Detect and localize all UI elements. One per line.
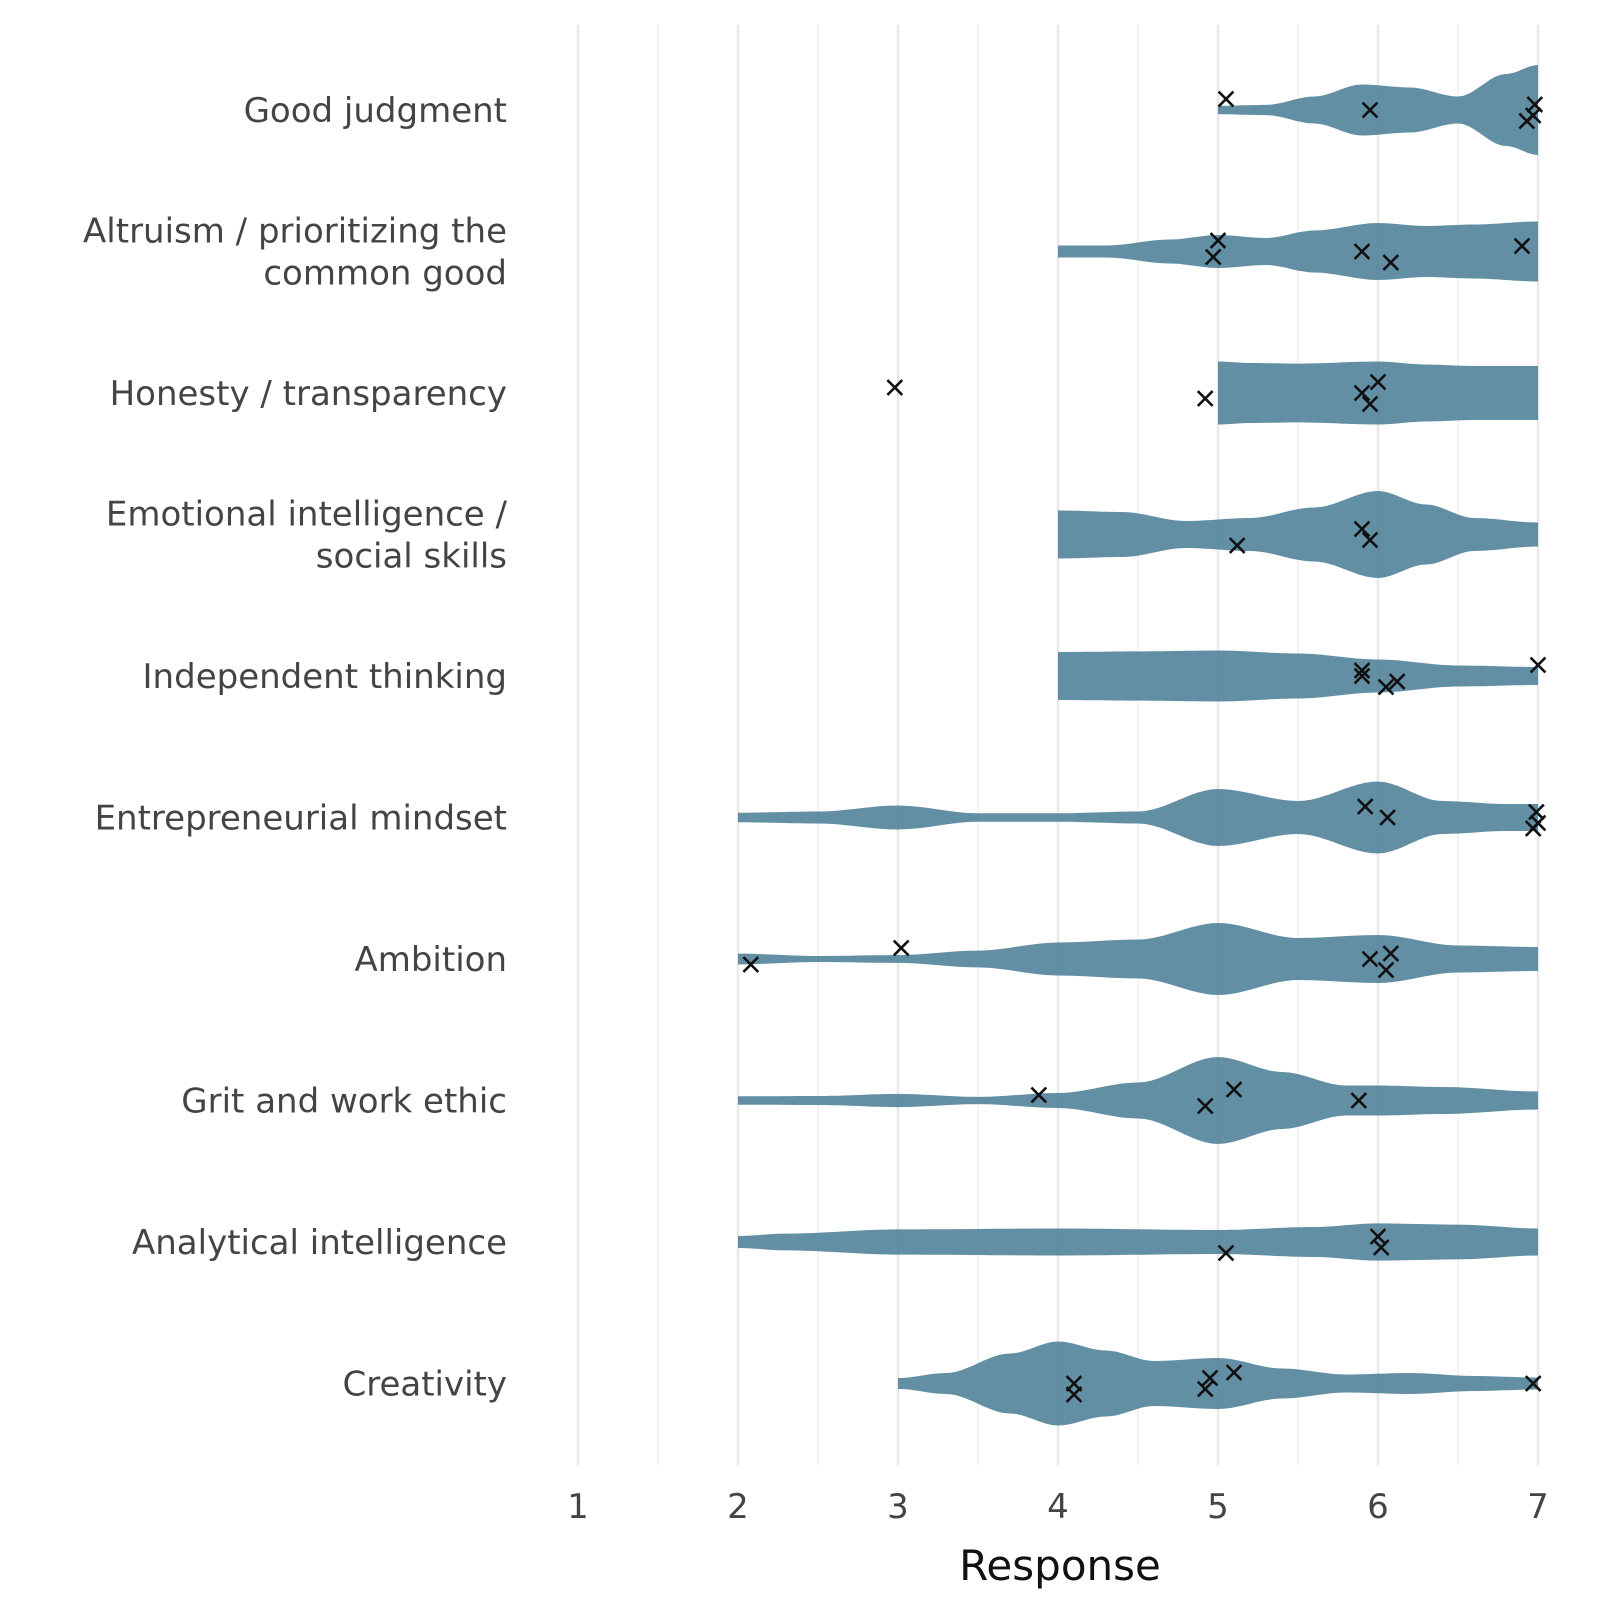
category-label: Honesty / transparency bbox=[110, 374, 507, 414]
data-point bbox=[1030, 1086, 1048, 1104]
data-point bbox=[1201, 1369, 1219, 1387]
data-points bbox=[742, 90, 1547, 1403]
data-point bbox=[1217, 90, 1235, 108]
data-point bbox=[1209, 232, 1227, 249]
category-label: Creativity bbox=[342, 1365, 507, 1405]
category-label: Entrepreneurial mindset bbox=[95, 799, 507, 839]
category-label: Grit and work ethic bbox=[181, 1082, 507, 1122]
data-point bbox=[1196, 1380, 1214, 1398]
violin-9 bbox=[898, 1341, 1538, 1426]
category-label: Emotional intelligence / bbox=[106, 495, 508, 535]
data-point bbox=[1524, 1375, 1542, 1392]
data-point bbox=[1361, 395, 1379, 413]
violin-6 bbox=[738, 923, 1538, 995]
data-point bbox=[1361, 101, 1379, 119]
data-point bbox=[1388, 673, 1406, 690]
data-point bbox=[1353, 520, 1371, 538]
data-point bbox=[1382, 945, 1400, 962]
data-point bbox=[892, 939, 910, 957]
data-point bbox=[1217, 1244, 1235, 1262]
data-point bbox=[1377, 961, 1395, 979]
data-point bbox=[1228, 537, 1246, 554]
category-label: Independent thinking bbox=[143, 657, 507, 697]
data-point bbox=[1377, 678, 1395, 696]
data-point bbox=[1356, 798, 1374, 815]
x-tick-label: 5 bbox=[1207, 1487, 1229, 1527]
category-label: Altruism / prioritizing the bbox=[83, 212, 507, 252]
data-point bbox=[1382, 254, 1400, 271]
x-tick-label: 6 bbox=[1367, 1487, 1389, 1527]
data-point bbox=[1524, 107, 1542, 124]
data-point bbox=[1361, 950, 1379, 968]
data-point bbox=[1353, 667, 1371, 685]
category-label: common good bbox=[263, 254, 507, 294]
data-point bbox=[1379, 809, 1396, 826]
violins bbox=[738, 65, 1538, 1426]
category-label: social skills bbox=[316, 537, 507, 577]
violin-3 bbox=[1058, 491, 1538, 578]
data-point bbox=[1225, 1364, 1243, 1381]
violin-0 bbox=[1218, 65, 1538, 155]
violin-5 bbox=[738, 781, 1538, 854]
x-tick-label: 4 bbox=[1047, 1487, 1069, 1527]
data-point bbox=[1204, 248, 1222, 266]
x-tick-label: 3 bbox=[887, 1487, 909, 1527]
data-point bbox=[1196, 390, 1214, 407]
x-tick-label: 2 bbox=[727, 1487, 749, 1527]
data-point bbox=[1372, 1239, 1390, 1256]
violin-7 bbox=[738, 1057, 1538, 1144]
violin-1 bbox=[1058, 221, 1538, 282]
violin-8 bbox=[738, 1223, 1538, 1261]
data-point bbox=[1196, 1097, 1214, 1115]
data-point bbox=[1361, 531, 1379, 549]
data-point bbox=[886, 379, 904, 396]
x-axis-ticks: 1 2 3 4 5 6 7 bbox=[567, 1487, 1549, 1527]
category-label: Ambition bbox=[354, 940, 507, 980]
x-tick-label: 1 bbox=[567, 1487, 589, 1527]
data-point bbox=[1065, 1375, 1083, 1392]
data-point bbox=[1369, 373, 1387, 391]
category-labels: Good judgment Altruism / prioritizing the… bbox=[83, 91, 508, 1405]
x-tick-label: 7 bbox=[1527, 1487, 1549, 1527]
x-axis-title: Response bbox=[959, 1541, 1161, 1590]
violin-2 bbox=[1218, 361, 1538, 425]
data-point bbox=[1513, 237, 1531, 255]
data-point bbox=[1529, 814, 1547, 832]
data-point bbox=[1225, 1081, 1243, 1098]
data-point bbox=[742, 956, 760, 973]
data-point bbox=[1353, 662, 1371, 679]
category-label: Analytical intelligence bbox=[132, 1223, 507, 1263]
data-point bbox=[1529, 656, 1547, 674]
data-point bbox=[1065, 1386, 1083, 1403]
violin-4 bbox=[1058, 650, 1538, 702]
data-point bbox=[1353, 243, 1371, 260]
data-point bbox=[1353, 384, 1371, 402]
category-label: Good judgment bbox=[244, 91, 507, 131]
data-point bbox=[1350, 1092, 1368, 1109]
